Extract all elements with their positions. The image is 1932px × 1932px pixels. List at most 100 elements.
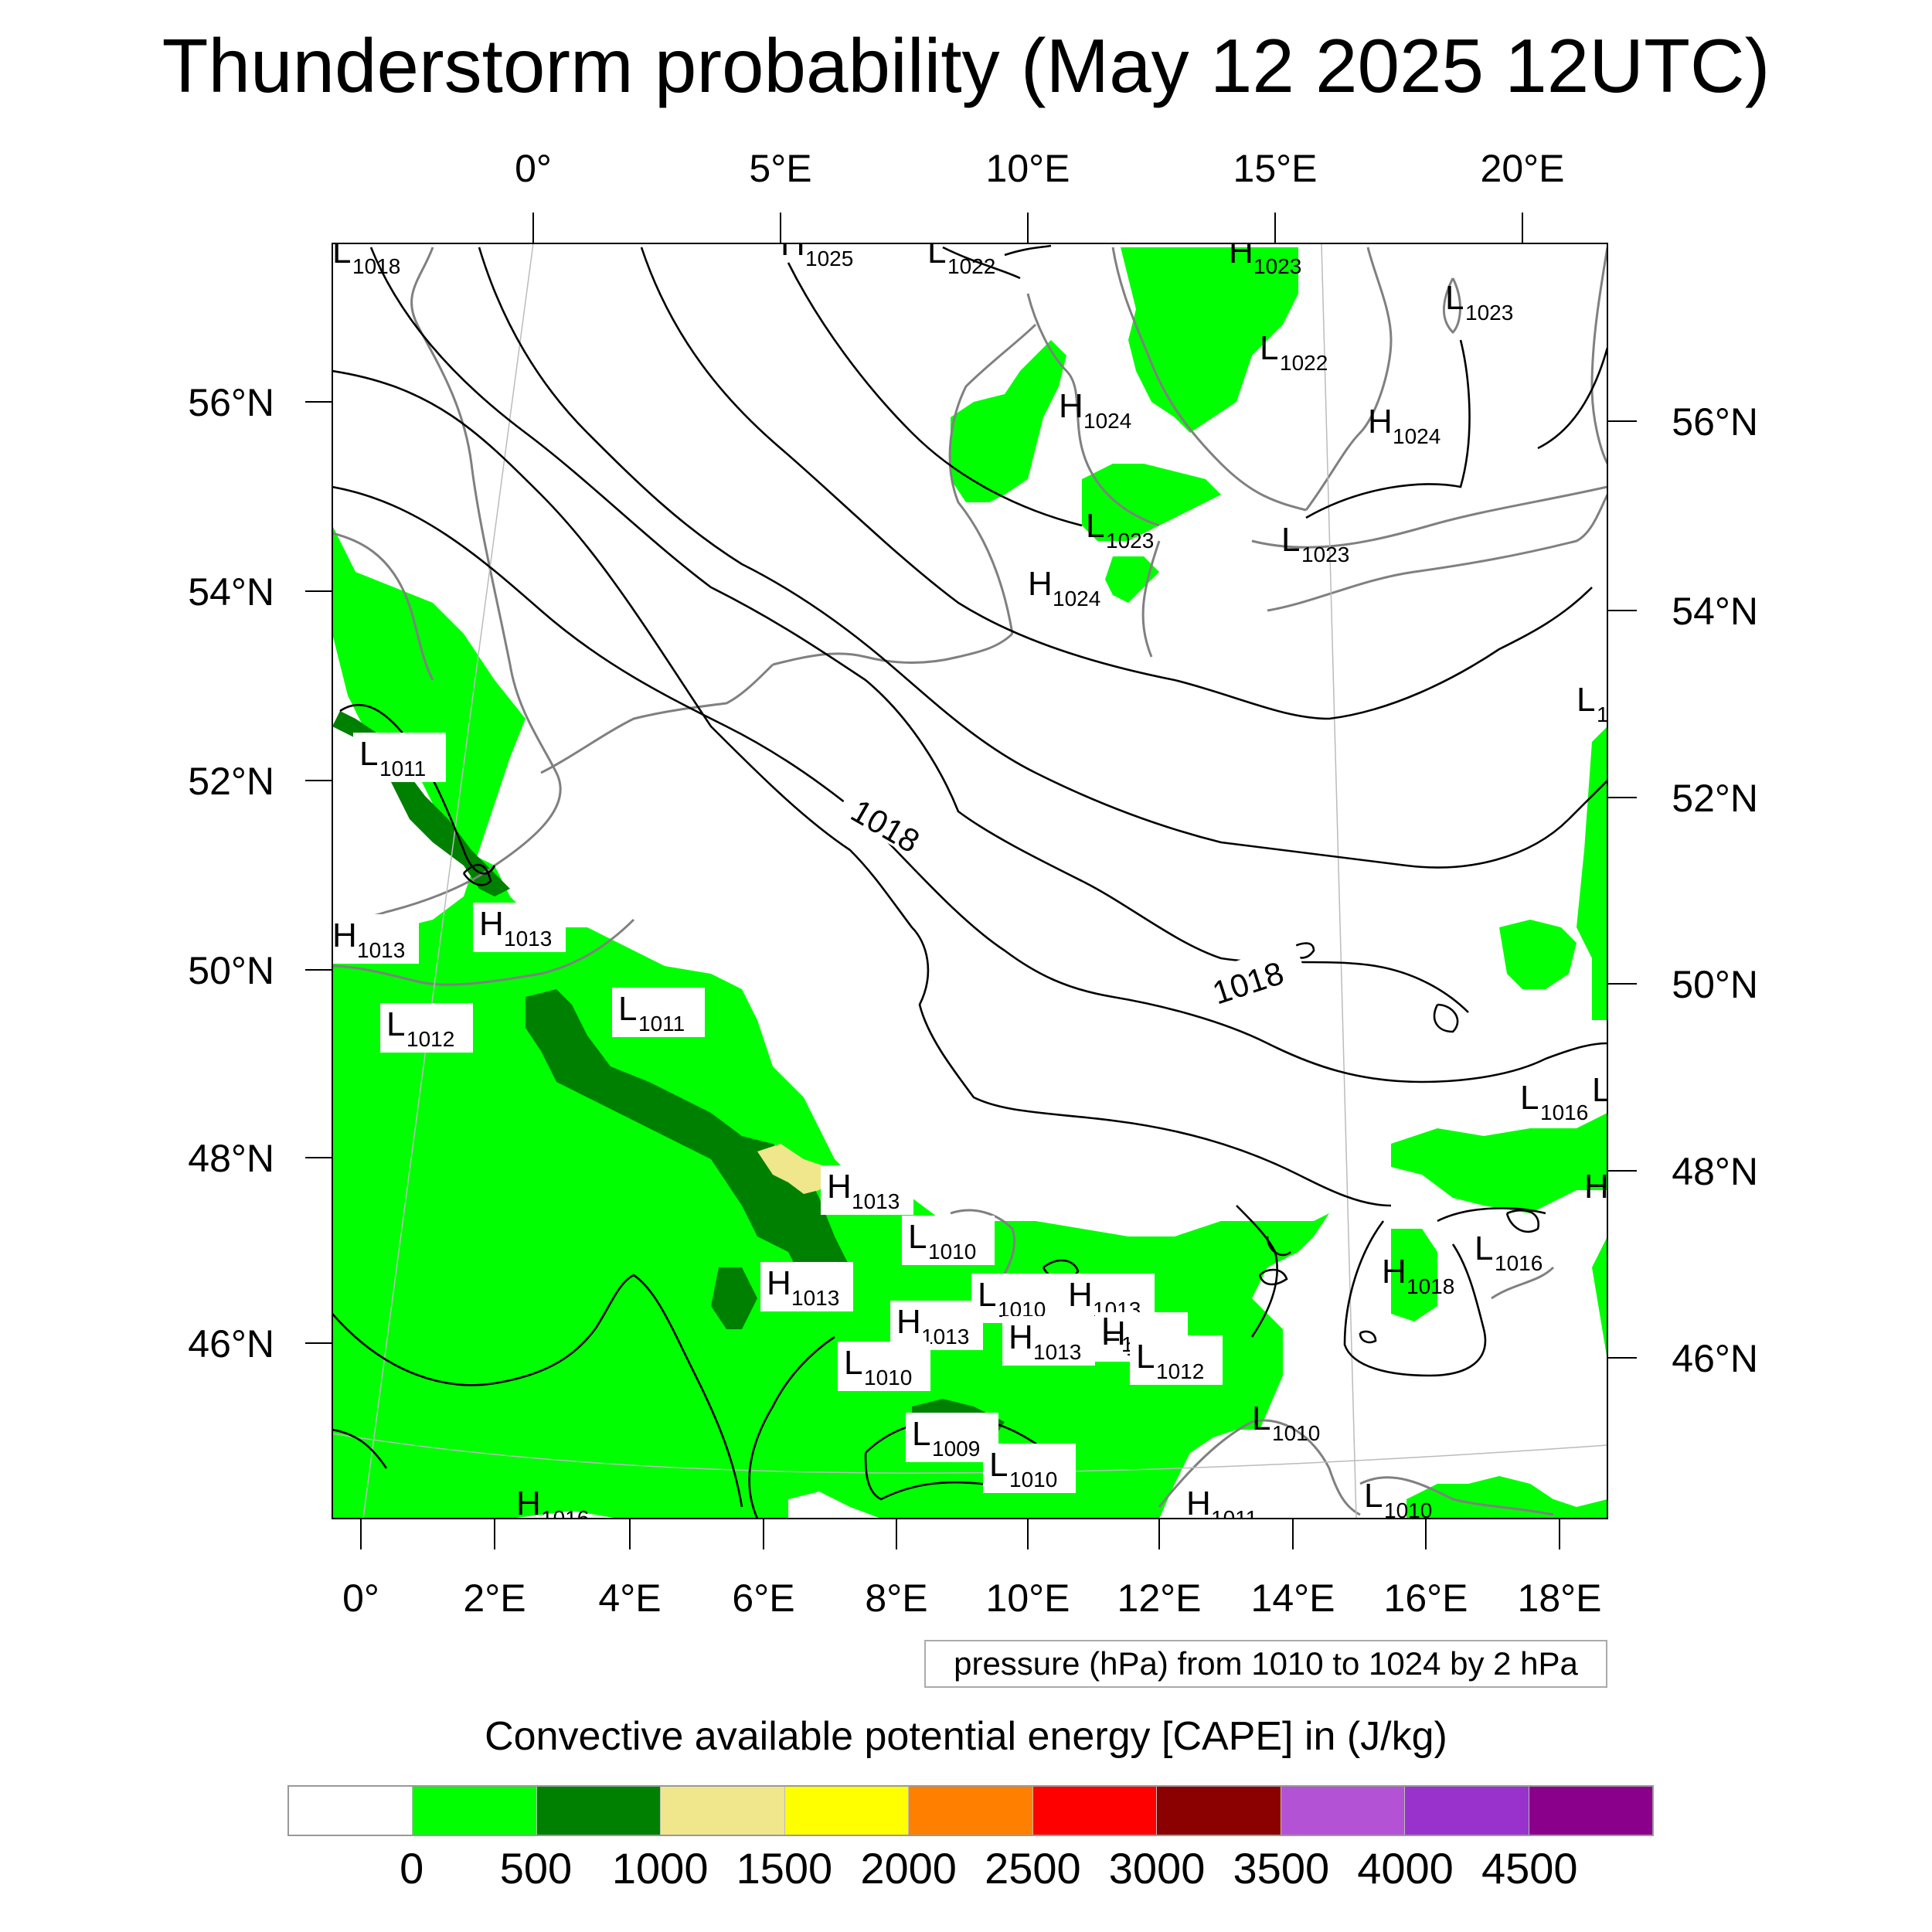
undefined: [1499, 920, 1577, 989]
pressure-center-low: L 1010: [1364, 1477, 1432, 1519]
pressure-center-value: 1022: [947, 254, 995, 278]
pressure-center-low: L 1012: [1130, 1335, 1223, 1385]
undefined: [526, 989, 850, 1298]
top-lon-label: 15°E: [1233, 147, 1318, 190]
pressure-center-letter: L: [386, 1005, 405, 1043]
pressure-center-letter: L: [359, 735, 378, 773]
pressure-center-letter: H: [1068, 1276, 1093, 1314]
colorbar-box: [536, 1787, 662, 1835]
undefined: [711, 1267, 757, 1329]
undefined: [1391, 1113, 1607, 1213]
pressure-center-letter: L: [1445, 279, 1464, 317]
graticule: [332, 243, 1607, 1519]
pressure-center-low: L 1010: [971, 1274, 1064, 1323]
pressure-center-letter: L: [927, 233, 946, 270]
cape-shading-high: [757, 1144, 835, 1194]
pressure-center-high: H 1024: [1368, 403, 1440, 448]
pressure-center-letter: H: [1059, 387, 1083, 425]
pressure-center-low: L: [1592, 1071, 1607, 1109]
pressure-center-high: H 1011: [1186, 1485, 1257, 1530]
pressure-center-letter: L: [912, 1415, 930, 1453]
colorbar-label: 2500: [985, 1844, 1081, 1893]
pressure-center-value: 1016: [1495, 1251, 1543, 1275]
colorbar-box: [909, 1787, 1033, 1835]
pressure-center-letter: L: [618, 990, 637, 1028]
pressure-center-letter: L: [978, 1276, 996, 1314]
cape-shading-low: [332, 247, 1607, 1519]
pressure-center-value: 1009: [932, 1437, 980, 1461]
pressure-center-low: L 1023: [1086, 507, 1154, 553]
left-lat-label: 52°N: [188, 760, 274, 803]
pressure-center-value: 1024: [1053, 587, 1100, 611]
pressure-center-letter: H: [1101, 1315, 1126, 1352]
undefined: [951, 340, 1066, 502]
pressure-center-low: L 1016: [1475, 1230, 1543, 1275]
colorbar-label: 2000: [860, 1844, 957, 1893]
undefined: [1082, 464, 1221, 541]
map-title: Thunderstorm probability (May 12 2025 12…: [162, 23, 1770, 108]
pressure-center-low: L 1010: [838, 1342, 930, 1391]
undefined: [510, 1368, 618, 1515]
pressure-center-value: 1013: [1033, 1340, 1081, 1364]
pressure-center-letter: L: [1086, 507, 1104, 545]
pressure-center-value: 1024: [1393, 424, 1440, 448]
pressure-center-low: L 1011: [353, 733, 446, 782]
pressure-center-low: L 1011: [612, 988, 705, 1037]
pressure-center-value: 1013: [504, 927, 552, 951]
pressure-center-letter: H: [479, 905, 504, 943]
pressure-center-letter: H: [827, 1168, 852, 1206]
colorbar-label: 4000: [1357, 1844, 1454, 1893]
colorbar-labels: 0 500 1000 1500 2000 2500 3000 3500 4000 4500: [287, 1843, 1654, 1897]
pressure-center-letter: H: [516, 1485, 541, 1522]
pressure-center-letter: H: [1584, 1168, 1609, 1206]
pressure-center-value: 1018: [1406, 1274, 1454, 1298]
bottom-lon-label: 16°E: [1384, 1577, 1468, 1620]
pressure-center-letter: H: [1028, 565, 1053, 603]
pressure-center-letter: L: [1577, 681, 1595, 719]
undefined: [1391, 1229, 1437, 1321]
top-lon-label: 10°E: [986, 147, 1070, 190]
pressure-center-letter: H: [1368, 403, 1393, 440]
top-lon-label: 20°E: [1481, 147, 1565, 190]
pressure-center-letter: L: [1101, 1311, 1120, 1349]
pressure-center-low: L 1018: [332, 243, 400, 278]
bottom-lon-label: 18°E: [1518, 1577, 1602, 1620]
pressure-center-low: L 1010: [983, 1444, 1076, 1493]
right-lat-label: 54°N: [1672, 590, 1758, 633]
undefined: [1577, 726, 1607, 1020]
bottom-lon-label: 8°E: [865, 1577, 927, 1620]
pressure-center-letter: L: [989, 1446, 1008, 1484]
bottom-lon-label: 0°: [342, 1577, 379, 1620]
pressure-center-letter: H: [781, 225, 805, 263]
pressure-center-low: L 1016: [1520, 1079, 1588, 1124]
pressure-center-value: 1011: [638, 1012, 685, 1036]
pressure-center-value: 1022: [1280, 351, 1328, 375]
colorbar-box: [661, 1787, 785, 1835]
pressure-center-value: 1016: [1540, 1100, 1588, 1124]
colorbar-label: 3500: [1233, 1844, 1330, 1893]
pressure-center-letter: H: [767, 1264, 791, 1302]
pressure-center-value: 1012: [1156, 1359, 1204, 1383]
pressure-center-high: H 1023: [1229, 243, 1301, 278]
pressure-center-value: 1: [1597, 702, 1609, 726]
pressure-center-value: 1012: [406, 1027, 454, 1051]
colorbar-box: [1529, 1787, 1652, 1835]
axis-ticks: [305, 213, 1637, 1549]
pressure-center-high: H 1016: [516, 1485, 589, 1522]
colorbar-box: [1405, 1787, 1529, 1835]
pressure-center-value: 1023: [1301, 543, 1349, 566]
pressure-center-value: 1018: [352, 254, 400, 278]
undefined: [1121, 247, 1298, 433]
pressure-center-letter: L: [1136, 1338, 1155, 1376]
colorbar-label: 0: [400, 1844, 424, 1893]
pressure-center-value: 1011: [1211, 1506, 1257, 1530]
pressure-center-value: 1025: [805, 247, 853, 270]
left-lat-label: 46°N: [188, 1322, 274, 1366]
colorbar-label: 500: [499, 1844, 573, 1893]
colorbar-label: 1500: [736, 1844, 833, 1893]
pressure-center-value: 1010: [928, 1240, 976, 1264]
axis-labels: 0° 5°E 10°E 15°E 20°E 0° 2°E 4°E 6°E 8°E 10°E 12°E 1…: [188, 147, 1758, 1620]
colorbar-box: [1157, 1787, 1281, 1835]
